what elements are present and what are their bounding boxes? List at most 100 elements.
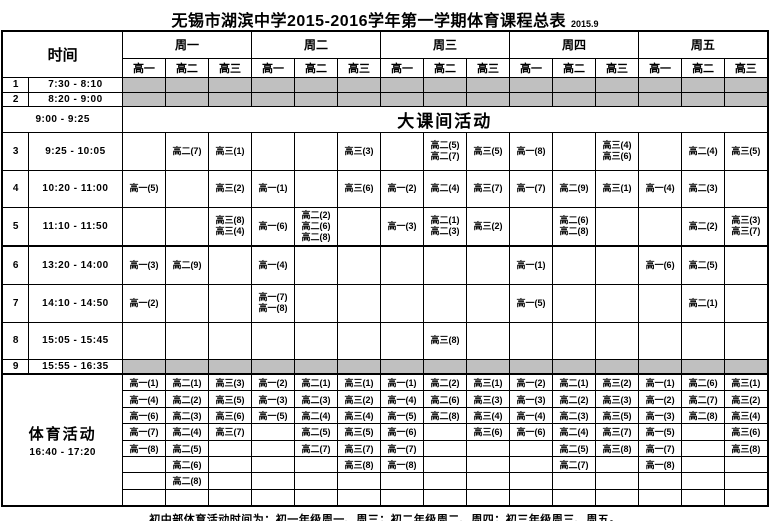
activity-label: 体育活动 xyxy=(28,425,97,443)
period-number: 5 xyxy=(1,206,29,247)
activity-cell: 高一(2) 高一(3) 高一(4) 高一(6) xyxy=(509,373,554,507)
period-time: 10:20 - 11:00 xyxy=(27,169,123,208)
period-row: 6 13:20 - 14:00 高一(3) 高二(9) 高一(4) 高一(1) 高一(6) 高… xyxy=(1,245,769,285)
schedule-table: 时间 周一 周二 周三 周四 周五 高一 高二 高三 高一 高二 高三 高一 高二 高三 高一 高二 高三 高一 高二… xyxy=(1,30,769,507)
class-cell xyxy=(121,321,166,360)
class-entry: 高三(5) xyxy=(473,145,503,156)
activity-entry: 高二(3) xyxy=(553,408,595,425)
class-entry: 高一(6) xyxy=(645,259,675,270)
class-cell xyxy=(293,131,338,171)
class-cell xyxy=(250,358,295,375)
class-cell: 高一(7) 高一(8) xyxy=(250,283,295,323)
activity-entry: 高三(2) xyxy=(596,375,638,392)
activity-entry xyxy=(424,473,466,490)
class-entry: 高一(2) xyxy=(387,183,417,193)
activity-entry xyxy=(295,490,336,505)
class-cell xyxy=(380,245,424,285)
activity-entry xyxy=(425,490,466,505)
class-entry: 高一(7) xyxy=(516,183,546,193)
class-cell xyxy=(681,76,726,93)
class-entry: 高一(3) xyxy=(387,220,417,231)
class-cell xyxy=(207,91,252,107)
activity-cell: 高三(1) 高三(3) 高三(4) 高三(6) xyxy=(465,373,511,507)
activity-entry: 高三(6) xyxy=(725,424,767,441)
class-cell xyxy=(336,283,382,323)
activity-entry: 高一(3) xyxy=(510,391,552,408)
period-number: 2 xyxy=(1,91,29,107)
class-entry: 高三(2) xyxy=(473,220,503,231)
class-cell xyxy=(638,358,683,375)
class-entry: 高二(9) xyxy=(559,183,589,193)
class-cell xyxy=(380,76,424,93)
class-cell xyxy=(423,245,467,285)
period-number: 4 xyxy=(1,169,29,208)
class-cell xyxy=(552,245,597,285)
activity-entry: 高三(7) xyxy=(596,424,638,441)
activity-column: 高一(1) 高一(4) 高一(5) 高一(6) 高一(7) 高一(8) xyxy=(381,375,423,505)
activity-entry: 高一(1) xyxy=(639,375,681,392)
grade-header: 高一 xyxy=(250,57,295,78)
activity-entry: 高一(8) xyxy=(381,457,423,474)
period-number: 9 xyxy=(1,358,29,375)
activity-entry: 高一(2) xyxy=(252,375,294,392)
grade-header: 高二 xyxy=(423,57,467,78)
class-cell: 高一(5) xyxy=(121,169,166,208)
class-entry: 高一(3) xyxy=(129,259,159,270)
activity-entry: 高三(5) xyxy=(338,424,380,441)
class-cell: 高三(4) 高三(6) xyxy=(595,131,640,171)
activity-entry xyxy=(382,490,423,505)
period-number: 8 xyxy=(1,321,29,360)
activity-entry: 高三(6) xyxy=(209,408,251,425)
class-entry: 高三(3) xyxy=(731,215,761,226)
grade-header: 高一 xyxy=(509,57,554,78)
class-cell xyxy=(293,169,338,208)
class-entry: 高三(6) xyxy=(344,183,374,193)
class-cell xyxy=(595,283,640,323)
activity-entry xyxy=(252,473,294,490)
class-entry: 高一(2) xyxy=(129,297,159,308)
class-cell: 高二(7) xyxy=(164,131,209,171)
activity-entry xyxy=(639,473,681,490)
class-cell: 高三(2) xyxy=(207,169,252,208)
class-cell xyxy=(207,283,252,323)
day-header-3: 周三 xyxy=(379,30,511,59)
class-entry: 高三(1) xyxy=(215,145,245,156)
class-entry: 高一(5) xyxy=(516,297,546,308)
activity-entry: 高二(6) xyxy=(682,375,724,392)
class-cell: 高三(8) xyxy=(423,321,467,360)
class-cell xyxy=(724,321,769,360)
grade-header: 高二 xyxy=(552,57,597,78)
class-cell xyxy=(336,206,382,247)
period-number: 1 xyxy=(1,76,29,93)
class-entry: 高二(5) xyxy=(688,259,718,270)
class-cell xyxy=(595,91,640,107)
class-cell xyxy=(250,131,295,171)
class-cell: 高一(3) xyxy=(380,206,424,247)
class-cell xyxy=(423,76,467,93)
class-cell: 高三(3) 高三(7) xyxy=(724,206,769,247)
activity-entry xyxy=(467,473,509,490)
activity-cell: 高二(1) 高二(3) 高二(4) 高二(5) 高二(7) xyxy=(293,373,338,507)
period-time: 9:25 - 10:05 xyxy=(27,131,123,171)
class-entry: 高二(9) xyxy=(172,259,202,270)
activity-entry xyxy=(338,490,379,505)
activity-column: 高一(2) 高一(3) 高一(5) xyxy=(252,375,294,505)
class-entry: 高二(4) xyxy=(430,183,460,193)
period-time: 7:30 - 8:10 xyxy=(27,76,123,93)
activity-entry: 高二(7) xyxy=(295,441,337,457)
grade-header: 高三 xyxy=(465,57,511,78)
class-cell xyxy=(293,283,338,323)
class-cell: 高三(5) xyxy=(465,131,511,171)
activity-entry xyxy=(295,473,337,490)
activity-entry: 高三(3) xyxy=(596,391,638,408)
class-cell: 高二(5) xyxy=(681,245,726,285)
grade-header: 高三 xyxy=(207,57,252,78)
period-number: 6 xyxy=(1,245,29,285)
activity-entry: 高三(3) xyxy=(209,375,251,392)
activity-cell: 高三(1) 高三(2) 高三(4) 高三(6) 高三(8) xyxy=(724,373,769,507)
class-cell xyxy=(336,76,382,93)
class-cell: 高一(3) xyxy=(121,245,166,285)
class-entry: 高一(7) xyxy=(258,292,288,302)
period-row: 5 11:10 - 11:50 高三(8) 高三(4) 高一(6) 高二(2) 高二(6) 高… xyxy=(1,206,769,247)
header-row-grades: 高一 高二 高三 高一 高二 高三 高一 高二 高三 高一 高二 高三 高一 高二 高三 xyxy=(2,57,769,78)
